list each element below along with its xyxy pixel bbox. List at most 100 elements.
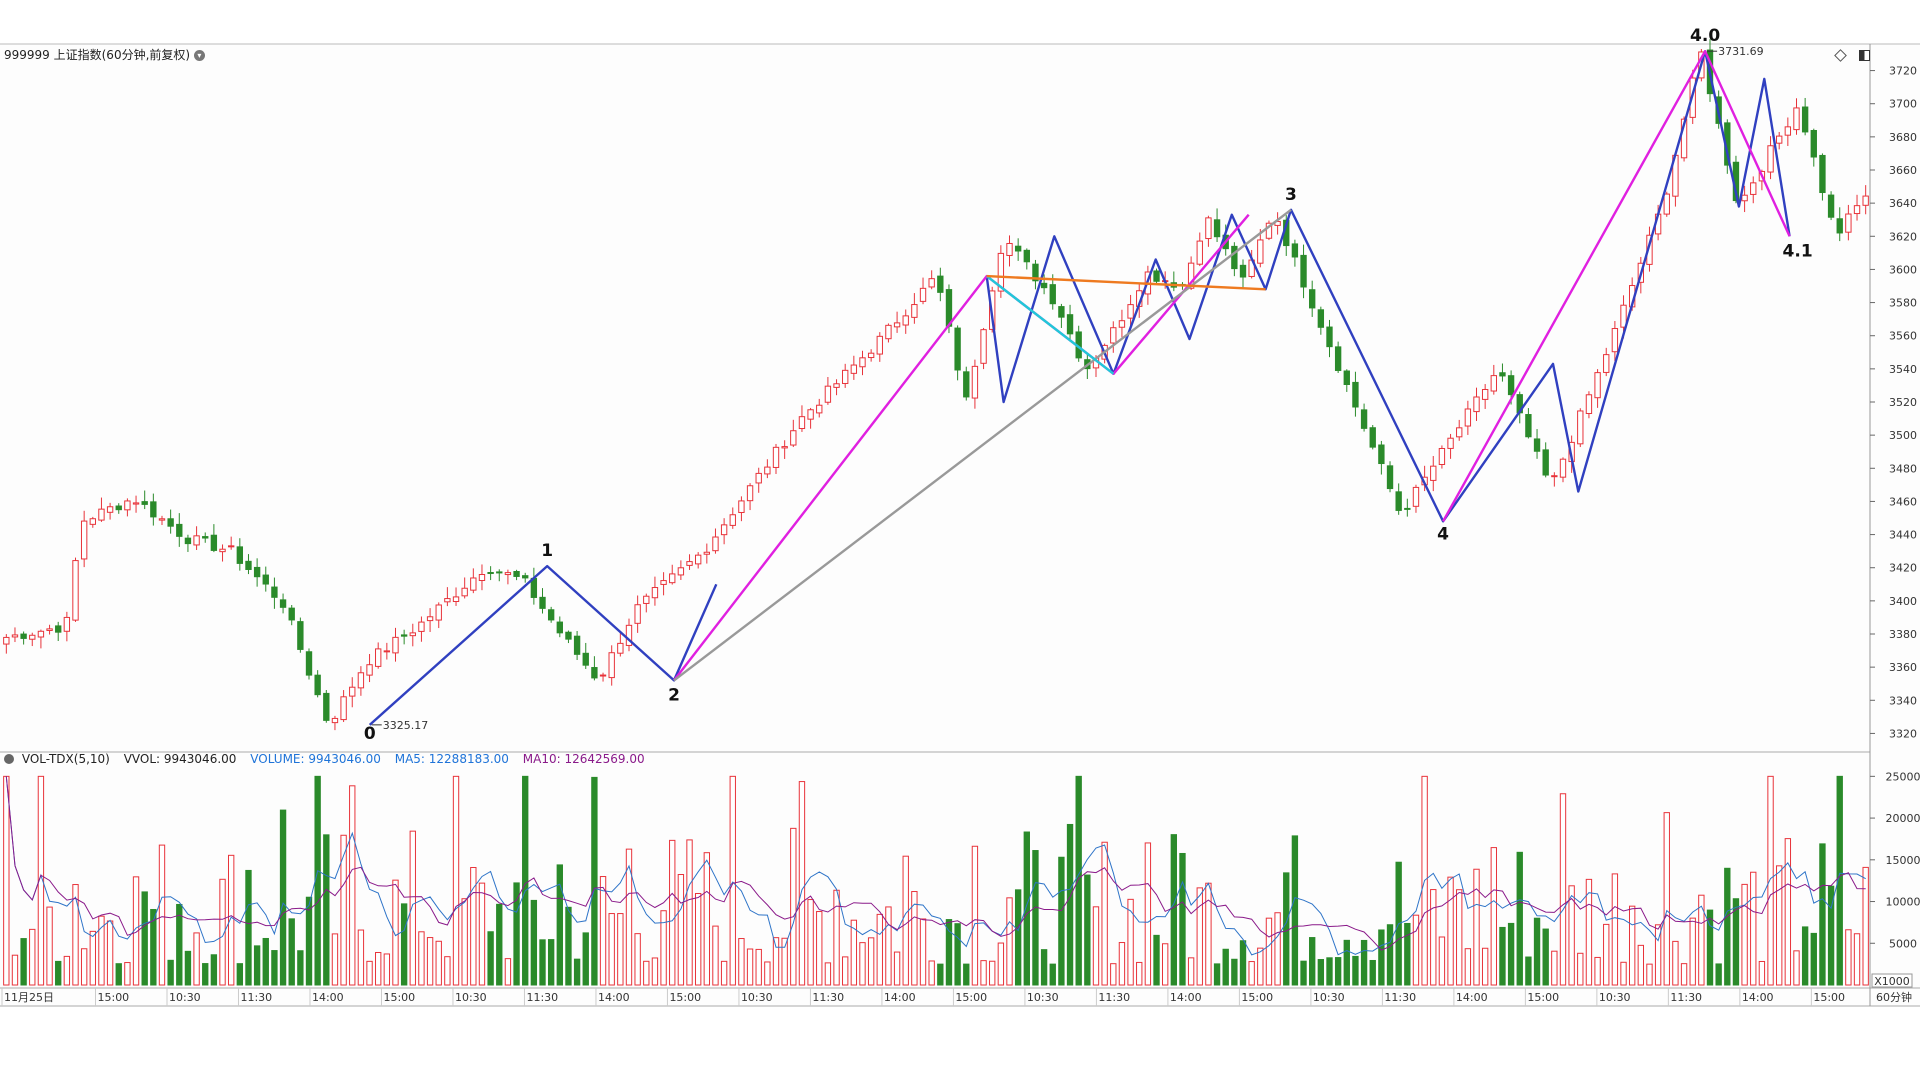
candle-body <box>1258 240 1263 263</box>
volume-bar <box>678 875 683 985</box>
candle-body <box>427 617 432 621</box>
chevron-down-icon[interactable]: ▾ <box>194 50 205 61</box>
volume-bar <box>1699 895 1704 985</box>
candle-body <box>1214 220 1219 237</box>
volume-bar <box>1664 813 1669 985</box>
volume-bar <box>1621 962 1626 985</box>
volume-bar <box>1076 776 1081 985</box>
volume-bar <box>704 853 709 985</box>
volume-bar <box>358 930 363 985</box>
volume-bar <box>1102 842 1107 985</box>
volume-unit-label: X1000 <box>1874 975 1910 988</box>
candle-body <box>1802 107 1807 132</box>
candle-body <box>1742 195 1747 201</box>
candle-body <box>185 538 190 543</box>
volume-bar <box>1067 824 1072 985</box>
volume-bar <box>730 776 735 985</box>
candle-body <box>1560 459 1565 477</box>
volume-bar <box>1119 943 1124 985</box>
candle-body <box>1448 438 1453 448</box>
candle-body <box>756 473 761 483</box>
volume-bar <box>30 929 35 985</box>
volume-bar <box>1439 937 1444 985</box>
volume-bar <box>263 938 268 985</box>
volume-bar <box>1015 890 1020 985</box>
volume-bar <box>211 955 216 985</box>
volume-bar <box>436 941 441 985</box>
volume-bar <box>237 964 242 985</box>
price-tick-label: 3580 <box>1889 297 1917 310</box>
time-label: 10:30 <box>455 991 487 1004</box>
candle <box>1387 461 1392 492</box>
candle-body <box>1526 415 1531 437</box>
candle-body <box>799 417 804 429</box>
candle <box>1578 408 1583 447</box>
volume-bar <box>929 961 934 985</box>
volume-bar <box>1050 964 1055 985</box>
candle-body <box>1292 244 1297 257</box>
candle-body <box>1820 155 1825 192</box>
diamond-icon[interactable] <box>1834 49 1847 62</box>
panel-toggle-icon[interactable] <box>1859 50 1870 61</box>
volume-bar <box>1111 964 1116 985</box>
candle-body <box>1664 194 1669 214</box>
volume-bar <box>1413 915 1418 985</box>
candle-body <box>955 328 960 370</box>
candle-body <box>1431 466 1436 480</box>
candle-body <box>644 596 649 603</box>
volume-bar <box>1543 929 1548 985</box>
time-label: 15:00 <box>1241 991 1273 1004</box>
candle-body <box>410 633 415 636</box>
volume-bar <box>1405 923 1410 985</box>
candle <box>298 618 303 653</box>
high-price-label: 3731.69 <box>1718 45 1764 58</box>
volume-bar <box>228 855 233 985</box>
volume-bar <box>1578 953 1583 985</box>
time-label: 15:00 <box>1813 991 1845 1004</box>
candle-body <box>1595 373 1600 398</box>
volume-bar <box>116 964 121 985</box>
candle-body <box>1318 310 1323 328</box>
candle-body <box>1240 265 1245 277</box>
volume-bar <box>1162 944 1167 985</box>
candle-body <box>1232 246 1237 268</box>
volume-bar <box>12 955 17 985</box>
volume-bar <box>1353 956 1358 985</box>
volume-header: VOL-TDX(5,10) VVOL: 9943046.00 VOLUME: 9… <box>4 752 655 766</box>
volume-bar <box>946 920 951 985</box>
candle-body <box>1837 219 1842 233</box>
vol-indicator-name: VOL-TDX(5,10) <box>22 752 110 766</box>
candle-body <box>1552 476 1557 477</box>
volume-bar <box>644 961 649 985</box>
volume-bar <box>445 957 450 985</box>
settings-icon[interactable] <box>4 754 14 764</box>
candle-body <box>860 358 865 367</box>
volume-bar <box>808 900 813 985</box>
wave-label: 4 <box>1437 524 1449 544</box>
volume-bar <box>782 938 787 985</box>
candle-body <box>350 687 355 696</box>
candle-body <box>1344 371 1349 384</box>
candle <box>981 328 986 369</box>
time-label: 11:30 <box>1098 991 1130 1004</box>
candle-body <box>1854 206 1859 214</box>
candle-body <box>1785 127 1790 135</box>
candle-body <box>1439 449 1444 465</box>
price-tick-label: 3480 <box>1889 462 1917 475</box>
candle <box>1664 192 1669 217</box>
candle-body <box>557 622 562 633</box>
candle-body <box>704 552 709 554</box>
volume-tick-label: 5000 <box>1889 937 1917 950</box>
volume-bar <box>1725 868 1730 985</box>
volume-bar <box>791 828 796 985</box>
volume-bar <box>1145 843 1150 985</box>
price-tick-label: 3600 <box>1889 263 1917 276</box>
candle-body <box>479 575 484 581</box>
candle-body <box>497 572 502 573</box>
volume-bar <box>964 964 969 985</box>
candle-body <box>739 501 744 513</box>
candle-body <box>453 597 458 602</box>
volume-bar <box>1638 945 1643 985</box>
volume-bar <box>799 782 804 985</box>
